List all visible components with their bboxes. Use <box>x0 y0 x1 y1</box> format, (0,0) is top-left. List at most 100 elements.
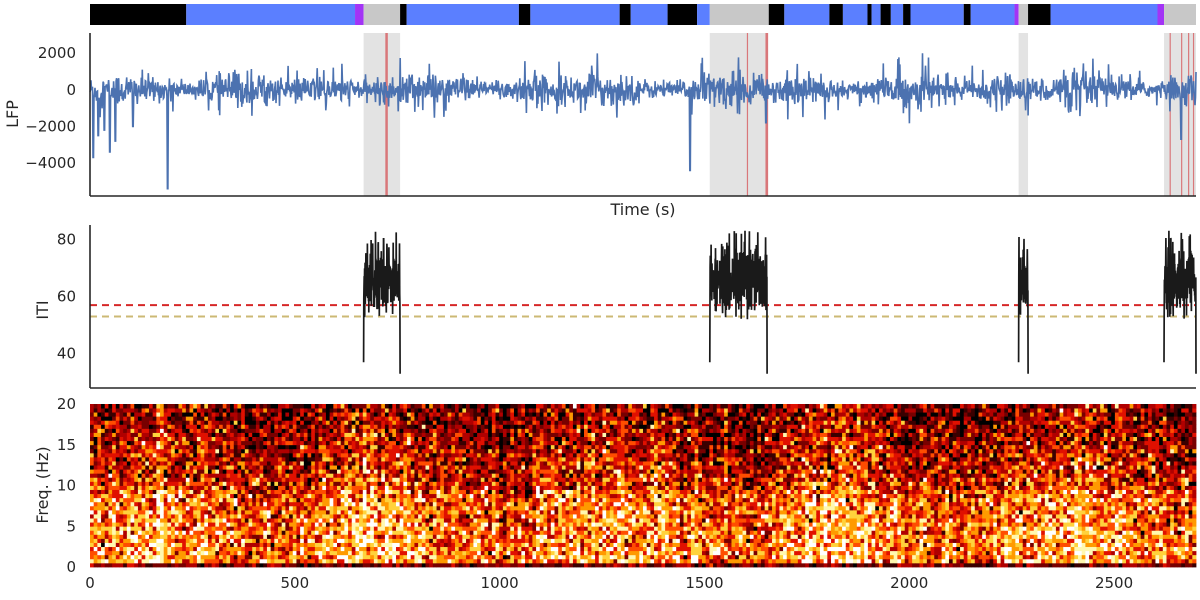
spectrogram-cell <box>348 489 353 495</box>
spectrogram-cell <box>292 404 297 409</box>
spectrogram-cell <box>528 420 533 425</box>
spectrogram-cell <box>174 436 179 442</box>
spectrogram-cell <box>525 485 530 490</box>
spectrogram-cell <box>204 554 209 560</box>
spectrogram-cell <box>160 432 165 437</box>
spectrogram-cell <box>407 530 412 535</box>
spectrogram-cell <box>130 497 135 503</box>
spectrogram-cell <box>340 452 345 458</box>
spectrogram-cell <box>458 456 463 462</box>
spectrogram-cell <box>252 473 257 478</box>
spectrogram-cell <box>403 420 408 425</box>
spectrogram-cell <box>244 554 249 560</box>
spectrogram-cell <box>429 465 434 470</box>
spectrogram-cell <box>204 469 209 474</box>
spectrogram-cell <box>189 465 194 470</box>
spectrogram-cell <box>219 473 224 478</box>
spectrogram-cell <box>436 477 441 482</box>
spectrogram-cell <box>495 465 500 470</box>
spectrogram-cell <box>525 448 530 454</box>
spectrogram-cell <box>178 416 183 421</box>
spectrogram-cell <box>414 518 419 523</box>
spectrogram-cell <box>182 550 187 556</box>
spectrogram-cell <box>399 448 404 454</box>
spectrogram-cell <box>499 489 504 495</box>
spectrogram-cell <box>196 408 201 413</box>
spectrogram-cell <box>241 428 246 433</box>
spectrogram-cell <box>480 497 485 503</box>
spectrogram-cell <box>333 424 338 429</box>
spectrogram-cell <box>473 408 478 413</box>
spectrogram-cell <box>141 534 146 539</box>
spectrogram-cell <box>370 538 375 543</box>
spectrogram-cell <box>536 562 541 568</box>
spectrogram-cell <box>532 416 537 421</box>
spectrogram-cell <box>410 534 415 539</box>
spectrogram-cell <box>163 477 168 482</box>
spectrogram-cell <box>539 538 544 543</box>
spectrogram-cell <box>473 448 478 454</box>
spectrogram-cell <box>532 469 537 474</box>
spectrogram-cell <box>421 530 426 535</box>
spectrogram-cell <box>517 456 522 462</box>
spectrogram-cell <box>292 526 297 531</box>
spectrogram-cell <box>513 412 519 417</box>
spectrogram-cell <box>418 554 423 560</box>
spectrogram-cell <box>410 489 415 495</box>
spectrogram-cell <box>436 473 441 478</box>
spectrogram-cell <box>388 428 393 433</box>
spectrogram-cell <box>517 546 522 552</box>
spectrogram-cell <box>222 456 227 462</box>
spectrogram-cell <box>119 522 124 527</box>
spectrogram-cell <box>148 404 154 409</box>
spectrogram-cell <box>115 518 120 523</box>
spectrogram-cell <box>399 514 404 519</box>
spectrogram-cell <box>130 554 135 560</box>
spectrogram-cell <box>215 534 220 539</box>
spectrogram-cell <box>226 497 231 503</box>
spectrogram-cell <box>525 518 530 523</box>
spectrogram-cell <box>506 420 511 425</box>
spectrogram-cell <box>532 550 537 556</box>
spectrogram-cell <box>477 518 482 523</box>
spectrogram-cell <box>252 518 257 523</box>
spectrogram-cell <box>458 526 463 531</box>
spectrogram-cell <box>259 522 264 527</box>
spectrogram-cell <box>525 432 530 437</box>
spectrogram-cell <box>325 481 331 486</box>
spectrogram-cell <box>178 408 183 413</box>
spectrogram-cell <box>300 509 305 515</box>
spectrogram-cell <box>414 489 419 495</box>
spectrogram-cell <box>421 558 426 564</box>
spectrogram-cell <box>429 505 434 511</box>
spectrogram-cell <box>447 534 452 539</box>
spectrogram-cell <box>454 408 460 413</box>
spectrogram-cell <box>145 514 150 519</box>
spectrogram-cell <box>517 424 522 429</box>
spectrogram-cell <box>395 452 401 458</box>
spectrogram-cell <box>432 416 437 421</box>
spectrogram-cell <box>219 408 224 413</box>
spectrogram-cell <box>506 444 511 450</box>
spectrogram-cell <box>141 432 146 437</box>
spectrogram-cell <box>292 412 297 417</box>
spectrogram-cell <box>185 456 190 462</box>
spectrogram-cell <box>270 497 275 503</box>
spectrogram-cell <box>458 436 463 442</box>
spectrogram-cell <box>366 485 371 490</box>
spectrogram-cell <box>215 558 220 564</box>
spectrogram-cell <box>477 481 482 486</box>
spectrogram-cell <box>307 489 312 495</box>
spectrogram-cell <box>447 448 452 454</box>
spectrogram-cell <box>237 550 242 556</box>
spectrogram-cell <box>333 554 338 560</box>
spectrogram-cell <box>513 501 519 507</box>
spectrogram-cell <box>370 518 375 523</box>
spectrogram-cell <box>248 408 253 413</box>
spectrogram-cell <box>410 497 415 503</box>
spectrogram-cell <box>126 420 131 425</box>
spectrogram-cell <box>207 530 213 535</box>
spectrogram-cell <box>525 542 530 548</box>
spectrogram-cell <box>443 408 449 413</box>
spectrogram-cell <box>337 473 342 478</box>
